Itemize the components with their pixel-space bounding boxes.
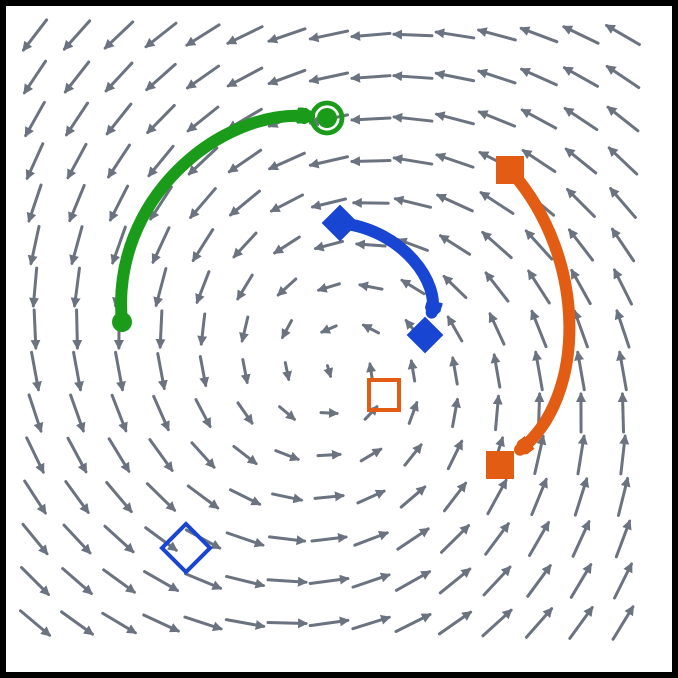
vector-field-diagram [0, 0, 678, 678]
